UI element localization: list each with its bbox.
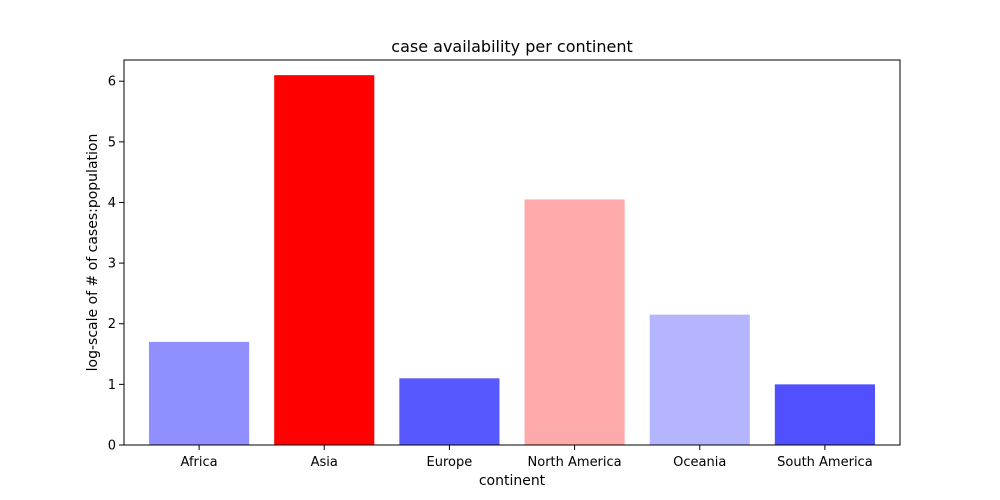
x-tick-label: Asia bbox=[311, 455, 338, 470]
y-tick-label: 3 bbox=[108, 257, 116, 272]
y-tick-label: 5 bbox=[108, 135, 116, 150]
y-tick-label: 4 bbox=[108, 196, 116, 211]
bars-group bbox=[149, 75, 875, 445]
x-axis-ticks: Africa Asia Europe North America Oceania Sout… bbox=[181, 445, 873, 470]
bar-africa bbox=[149, 341, 250, 445]
x-tick-label: North America bbox=[528, 455, 622, 470]
bar-north-america bbox=[524, 199, 625, 445]
x-tick-label: South America bbox=[777, 455, 873, 470]
x-tick-label: Europe bbox=[427, 455, 473, 470]
bar-asia bbox=[274, 75, 375, 445]
y-tick-label: 2 bbox=[108, 317, 116, 332]
y-axis-ticks: 0 1 2 3 4 5 6 bbox=[108, 75, 124, 454]
bar-europe bbox=[399, 378, 500, 445]
y-axis-label: log-scale of # of cases:population bbox=[85, 134, 101, 372]
x-tick-label: Africa bbox=[181, 455, 218, 470]
y-tick-label: 0 bbox=[108, 439, 116, 454]
y-tick-label: 6 bbox=[108, 75, 116, 90]
x-tick-label: Oceania bbox=[673, 455, 726, 470]
bar-oceania bbox=[649, 314, 750, 445]
chart-title: case availability per continent bbox=[391, 37, 632, 56]
x-axis-label: continent bbox=[479, 473, 546, 489]
bar-south-america bbox=[774, 384, 875, 445]
y-tick-label: 1 bbox=[108, 378, 116, 393]
plot-area-frame bbox=[123, 59, 901, 446]
